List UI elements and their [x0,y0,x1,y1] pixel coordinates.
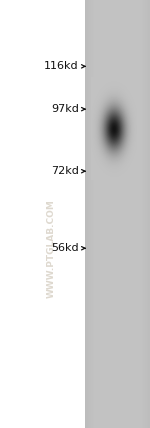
Text: WWW.PTGLAB.COM: WWW.PTGLAB.COM [46,199,56,298]
Text: 116kd: 116kd [44,61,79,71]
Text: 97kd: 97kd [51,104,79,114]
Text: 56kd: 56kd [51,243,79,253]
Text: 72kd: 72kd [51,166,79,176]
